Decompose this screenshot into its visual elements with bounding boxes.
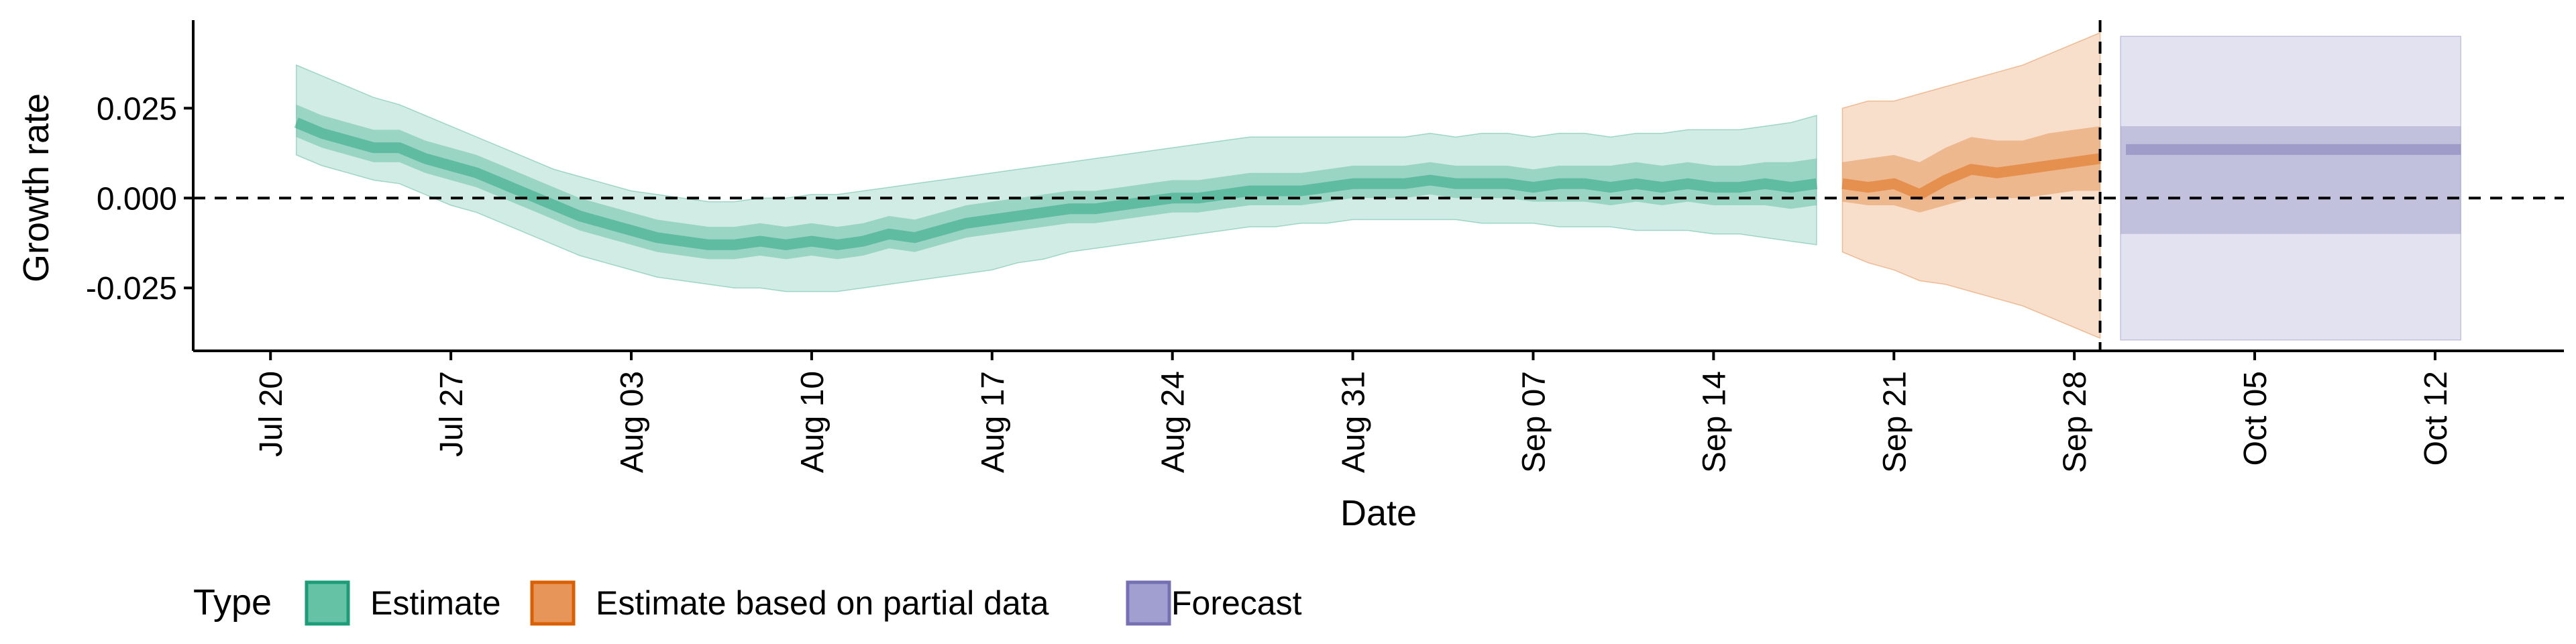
x-tick-label: Sep 14 [1697,371,1732,473]
legend-label-forecast: Forecast [1171,584,1302,622]
forecast-band-90 [2120,36,2462,341]
x-tick-label: Aug 31 [1336,371,1372,473]
x-axis-title: Date [1340,493,1417,533]
x-tick-label: Sep 21 [1877,371,1913,473]
x-tick-label: Sep 07 [1517,371,1552,473]
estimate-based-on-partial-data-median [1841,153,2101,200]
x-tick-label: Aug 24 [1156,371,1191,473]
legend-label-estimate: Estimate [370,584,501,622]
forecast-band-50 [2121,126,2461,234]
y-axis-title: Growth rate [16,93,56,282]
x-tick-label: Aug 10 [795,371,830,473]
x-tick-label: Aug 17 [975,371,1011,473]
legend-key-estimate [305,580,350,626]
median-lines [294,117,2461,250]
legend-key-forecast [1126,580,1171,626]
x-tick-label: Jul 27 [434,371,470,457]
legend-key-partial-estimate [530,580,576,626]
y-axis-ticks: -0.025 0.000 0.025 [86,91,193,307]
y-tick-label: 0.025 [97,91,177,127]
legend: Type Estimate Estimate based on partial … [193,580,1302,626]
uncertainty-bands [295,32,2462,341]
reference-lines [193,20,2564,351]
estimate-band-50 [296,104,1817,260]
estimate-band-90 [295,64,1817,292]
estimate-based-on-partial-data-band-90 [1841,32,2101,339]
axes [192,20,2564,352]
y-tick-label: 0.000 [97,181,177,217]
legend-label-partial-estimate: Estimate based on partial data [596,584,1049,622]
legend-title: Type [193,582,272,623]
x-tick-label: Oct 12 [2418,371,2454,466]
x-tick-label: Oct 05 [2238,371,2273,466]
x-tick-label: Jul 20 [254,371,289,457]
x-axis-ticks: Jul 20 Jul 27 Aug 03 Aug 10 Aug 17 Aug 24 Aug … [254,351,2454,473]
y-tick-label: -0.025 [86,271,177,307]
estimate-based-on-partial-data-band-50 [1842,126,2100,213]
x-tick-label: Sep 28 [2057,371,2093,473]
estimate-median [294,117,1818,250]
x-tick-label: Aug 03 [614,371,650,473]
